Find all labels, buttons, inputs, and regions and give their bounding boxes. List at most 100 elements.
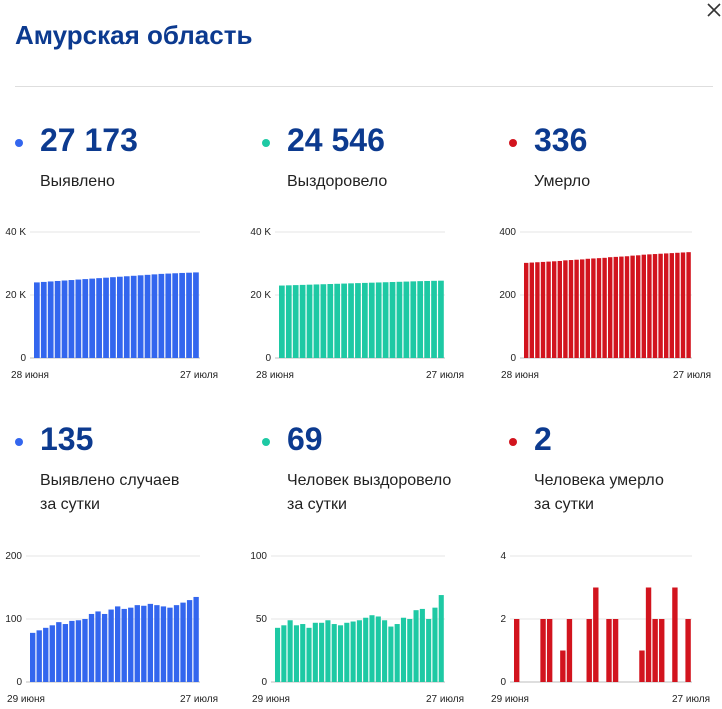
x-tick-label-end: 27 июля <box>180 694 218 705</box>
bar <box>312 622 318 682</box>
bar <box>69 620 75 682</box>
bar <box>426 619 432 682</box>
bar <box>586 619 592 682</box>
y-tick-label: 200 <box>499 290 516 301</box>
bar <box>95 611 101 682</box>
bar <box>68 280 75 358</box>
x-tick-label-end: 27 июля <box>426 370 464 381</box>
bar <box>608 257 613 358</box>
x-tick-label-end: 27 июля <box>672 694 710 705</box>
bar <box>388 626 394 682</box>
bar <box>652 254 658 358</box>
bar <box>686 252 691 358</box>
y-tick-label: 400 <box>499 227 516 238</box>
bar <box>287 620 293 682</box>
x-tick-label-start: 28 июня <box>11 370 49 381</box>
bar <box>514 619 520 682</box>
bar <box>147 603 154 682</box>
y-tick-label: 0 <box>265 353 271 364</box>
y-tick-label: 100 <box>5 614 22 625</box>
bar <box>165 273 172 358</box>
bar <box>82 619 88 682</box>
bar <box>121 608 127 682</box>
stat-label-line2: за сутки <box>534 496 594 513</box>
page-title: Амурская область <box>15 20 253 50</box>
bar <box>61 280 68 358</box>
bar <box>160 606 167 682</box>
bar <box>557 260 562 358</box>
series-dot <box>15 438 23 446</box>
bar <box>299 284 306 358</box>
bar <box>40 281 47 358</box>
bar <box>110 277 116 358</box>
bar <box>186 600 193 682</box>
chart-detected-daily: 0 100 200 29 июня 27 июля <box>5 551 218 705</box>
bar <box>362 282 368 358</box>
bar <box>179 272 185 358</box>
bar <box>606 619 612 682</box>
bar <box>382 620 388 682</box>
series-dot <box>262 139 270 147</box>
bar <box>300 624 306 682</box>
bar <box>281 625 287 682</box>
series-dot <box>509 438 517 446</box>
bar <box>30 632 36 682</box>
chart-deaths-total: 0 200 400 28 июня 27 июля <box>499 227 711 381</box>
bar <box>524 262 529 358</box>
bar <box>432 607 438 682</box>
stat-value: 2 <box>534 421 552 457</box>
x-tick-label-start: 29 июня <box>7 694 45 705</box>
close-icon[interactable] <box>706 2 722 18</box>
bar <box>403 281 410 358</box>
bar <box>313 284 320 358</box>
chart-deaths-daily: 0 2 4 29 июня 27 июля <box>491 551 710 705</box>
bar <box>279 285 285 358</box>
x-tick-label-start: 28 июня <box>256 370 294 381</box>
bar <box>158 273 165 358</box>
bar <box>664 253 669 358</box>
x-tick-label-end: 27 июля <box>673 370 711 381</box>
y-tick-label: 0 <box>261 677 267 688</box>
bar <box>368 282 375 358</box>
bar <box>535 262 540 358</box>
bar <box>593 587 599 682</box>
bar <box>546 619 553 682</box>
bar <box>431 280 437 358</box>
bar <box>193 272 199 358</box>
stat-value: 24 546 <box>287 122 385 158</box>
chart-detected-total: 0 20 K 40 K 28 июня 27 июля <box>5 227 218 381</box>
bar <box>659 619 665 682</box>
bar <box>410 281 417 358</box>
bar <box>417 281 424 358</box>
bar <box>672 587 678 682</box>
bar <box>186 272 192 358</box>
bar <box>180 602 186 682</box>
bar <box>173 605 180 682</box>
bar <box>306 627 312 682</box>
bar <box>574 259 579 358</box>
bar <box>75 620 82 682</box>
y-tick-label: 0 <box>20 353 26 364</box>
bar <box>382 282 389 358</box>
stat-label-line2: за сутки <box>40 496 100 513</box>
bar <box>560 650 566 682</box>
bar <box>356 620 362 682</box>
bar <box>369 615 375 682</box>
series-dot <box>262 438 270 446</box>
bar <box>438 595 444 682</box>
stat-label: Выявлено случаев <box>40 472 180 489</box>
bar <box>363 617 369 682</box>
bar <box>341 283 347 358</box>
bar <box>96 278 102 358</box>
bar <box>56 622 62 682</box>
bar <box>344 622 350 682</box>
bar <box>396 281 403 358</box>
bar <box>566 619 573 682</box>
bar <box>612 619 619 682</box>
y-tick-label: 0 <box>500 677 506 688</box>
bar <box>306 284 313 358</box>
bar <box>327 284 334 358</box>
bar <box>348 283 354 358</box>
bar <box>62 624 69 682</box>
bar <box>438 280 444 358</box>
